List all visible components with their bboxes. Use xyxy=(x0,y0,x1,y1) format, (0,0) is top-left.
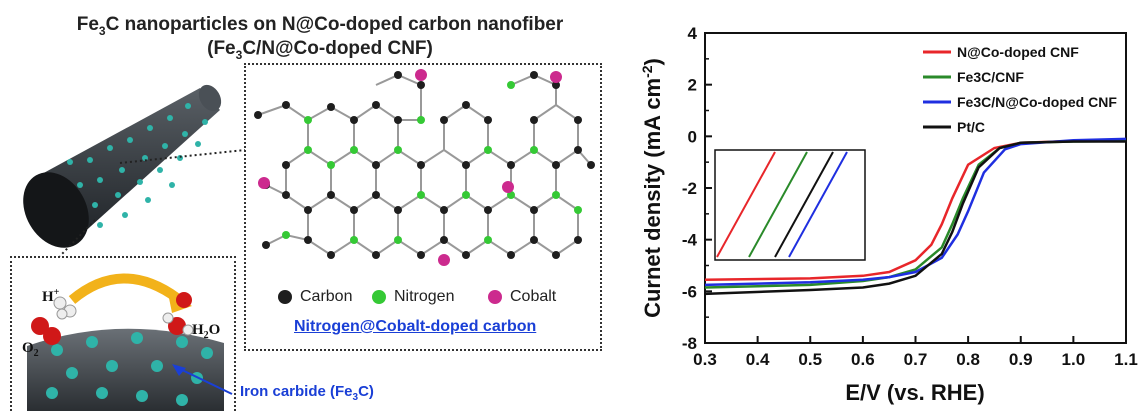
catalyst-surface xyxy=(27,328,224,411)
y-tick-label: 2 xyxy=(688,76,697,95)
cobalt-dot-icon xyxy=(488,290,502,304)
iron-pointer-line xyxy=(177,367,233,395)
surface-nanoparticles xyxy=(46,332,213,406)
nanofiber-illustration xyxy=(23,84,246,257)
lattice-inset-box xyxy=(244,63,602,351)
x-tick-label: 0.7 xyxy=(904,350,928,369)
reaction-inset-box xyxy=(10,256,236,411)
y-tick-label: -6 xyxy=(682,282,697,301)
y-tick-label: -2 xyxy=(682,179,697,198)
x-tick-label: 0.9 xyxy=(1009,350,1033,369)
zoom-inset-frame xyxy=(714,149,866,261)
cobalt-atoms xyxy=(258,69,562,266)
cobalt-legend-label: Cobalt xyxy=(510,288,557,305)
zoom-connector-bottom xyxy=(59,219,96,257)
zoom-connector-top xyxy=(119,149,246,164)
reaction-arrow-icon xyxy=(68,273,180,304)
schematic-title-line1: Fe3C nanoparticles on N@Co-doped carbon … xyxy=(76,14,564,38)
series-line-3 xyxy=(704,140,1126,296)
h-plus-molecule-icon xyxy=(53,296,77,320)
x-tick-label: 0.8 xyxy=(956,350,980,369)
iron-pointer xyxy=(172,364,233,395)
iron-pointer-arrow-icon xyxy=(172,364,186,376)
nitrogen-atoms xyxy=(282,81,582,244)
carbon-legend-label: Carbon xyxy=(300,288,353,305)
legend-label-3: Pt/C xyxy=(957,119,985,135)
zoom-inset-line-1 xyxy=(748,151,808,258)
zoom-inset-line-0 xyxy=(716,151,776,258)
legend-label-0: N@Co-doped CNF xyxy=(957,44,1079,60)
legend-label-1: Fe3C/CNF xyxy=(957,69,1024,85)
y-tick-label: -4 xyxy=(682,231,698,250)
fiber-nanoparticles xyxy=(67,103,208,228)
x-tick-label: 1.1 xyxy=(1114,350,1138,369)
carbon-dot-icon xyxy=(278,290,292,304)
y-tick-label: 4 xyxy=(688,24,698,43)
fiber-cross-section xyxy=(23,172,89,248)
zoom-inset-line-3 xyxy=(774,151,834,258)
fiber-end-cap xyxy=(198,84,222,112)
x-tick-label: 0.3 xyxy=(693,350,717,369)
nitrogen-dot-icon xyxy=(372,290,386,304)
reaction-illustration xyxy=(27,273,224,411)
lattice-legend-cobalt: Cobalt xyxy=(488,288,556,306)
lattice-caption-link[interactable]: Nitrogen@Cobalt-doped carbon xyxy=(294,318,537,335)
y-tick-label: -8 xyxy=(682,334,697,353)
x-axis-label: E/V (vs. RHE) xyxy=(845,380,984,405)
legend-label-2: Fe3C/N@Co-doped CNF xyxy=(957,94,1117,110)
lattice-illustration xyxy=(254,69,595,266)
zoom-inset-line-2 xyxy=(788,151,848,258)
o2-label: O2 xyxy=(22,340,39,359)
schematic-title-line2: (Fe3C/N@Co-doped CNF) xyxy=(207,38,433,62)
h2o-molecule-icon xyxy=(162,292,194,336)
x-tick-label: 0.6 xyxy=(851,350,875,369)
iron-carbide-label: Iron carbide (Fe3C) xyxy=(240,383,374,403)
series-line-2 xyxy=(704,137,1127,287)
lattice-legend-nitrogen: Nitrogen xyxy=(372,288,454,306)
x-tick-label: 0.5 xyxy=(798,350,822,369)
nitrogen-legend-label: Nitrogen xyxy=(394,288,455,305)
h-plus-label: H+ xyxy=(42,287,60,305)
carbon-atoms xyxy=(254,71,595,259)
lsv-chart: 420-2-4-6-8 0.3 0.4 0.5 0.6 0.7 0.8 0.9 1.0 1.1 … xyxy=(639,24,1138,405)
y-axis-label: Curnet density (mA cm-2) xyxy=(639,58,665,318)
x-tick-label: 1.0 xyxy=(1062,350,1086,369)
o2-molecule-icon xyxy=(31,317,61,345)
lattice-legend-carbon: Carbon xyxy=(278,288,352,306)
y-tick-label: 0 xyxy=(688,127,697,146)
x-tick-label: 0.4 xyxy=(746,350,770,369)
h2o-label: H2O xyxy=(192,322,221,341)
